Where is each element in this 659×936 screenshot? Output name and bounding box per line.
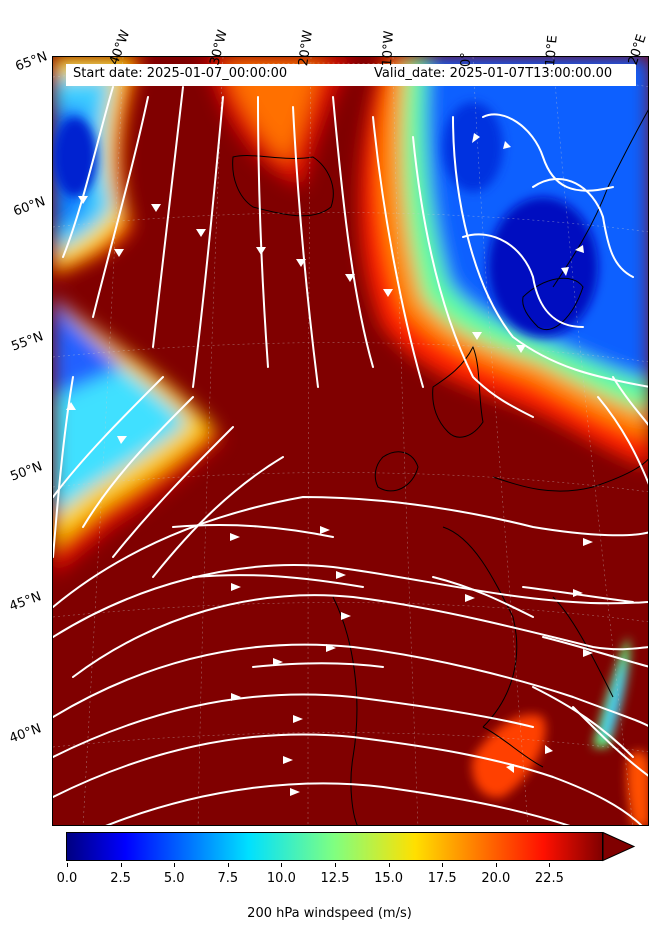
colorbar (66, 831, 636, 864)
colorbar-tickmark (335, 863, 336, 867)
colorbar-label: 200 hPa windspeed (m/s) (247, 906, 412, 921)
lat-label-45n: 45°N (7, 589, 44, 615)
colorbar-tickmark (120, 863, 122, 867)
graticule (53, 57, 648, 825)
windspeed-map (53, 57, 648, 825)
colorbar-tickmark (227, 863, 229, 867)
colorbar-tickmark (67, 863, 68, 867)
map-panel (52, 56, 649, 826)
coastlines (232, 109, 648, 825)
lat-label-60n: 60°N (11, 194, 48, 220)
colorbar-tickmark (549, 863, 551, 867)
colorbar-tick-label: 10.0 (266, 871, 296, 886)
header-bar (66, 64, 636, 86)
valid-date-label: Valid_date: 2025-01-07T13:00:00.00 (374, 66, 613, 81)
lat-label-65n: 65°N (13, 49, 50, 75)
colorbar-tick-label: 22.5 (534, 871, 564, 886)
colorbar-tickmark (281, 863, 283, 867)
colorbar-tickmark (388, 863, 390, 867)
colorbar-tickmark (442, 863, 444, 867)
streamlines (53, 86, 648, 825)
colorbar-tick-label: 2.5 (110, 871, 131, 886)
lat-label-40n: 40°N (7, 721, 44, 747)
colorbar-tick-label: 5.0 (163, 871, 185, 886)
colorbar-tick-label: 0.0 (56, 871, 78, 886)
lat-label-55n: 55°N (9, 329, 46, 355)
colorbar-tick-label: 12.5 (320, 871, 350, 886)
lon-label-10e: 10°E (543, 34, 561, 67)
colorbar-tick-label: 20.0 (481, 871, 511, 886)
colorbar-tickmark (495, 863, 497, 867)
colorbar-tick-label: 7.5 (217, 871, 239, 886)
colorbar-tick-label: 15.0 (374, 871, 404, 886)
streamline-arrows (66, 133, 593, 796)
lon-label-10w: 10°W (380, 30, 397, 68)
lon-label-0: 0° (459, 52, 474, 67)
colorbar-tick-label: 17.5 (427, 871, 457, 886)
lat-label-50n: 50°N (8, 459, 45, 485)
colorbar-tickmark (174, 863, 176, 867)
colorbar-gradient (66, 831, 636, 862)
start-date-label: Start date: 2025-01-07_00:00:00 (73, 66, 288, 81)
